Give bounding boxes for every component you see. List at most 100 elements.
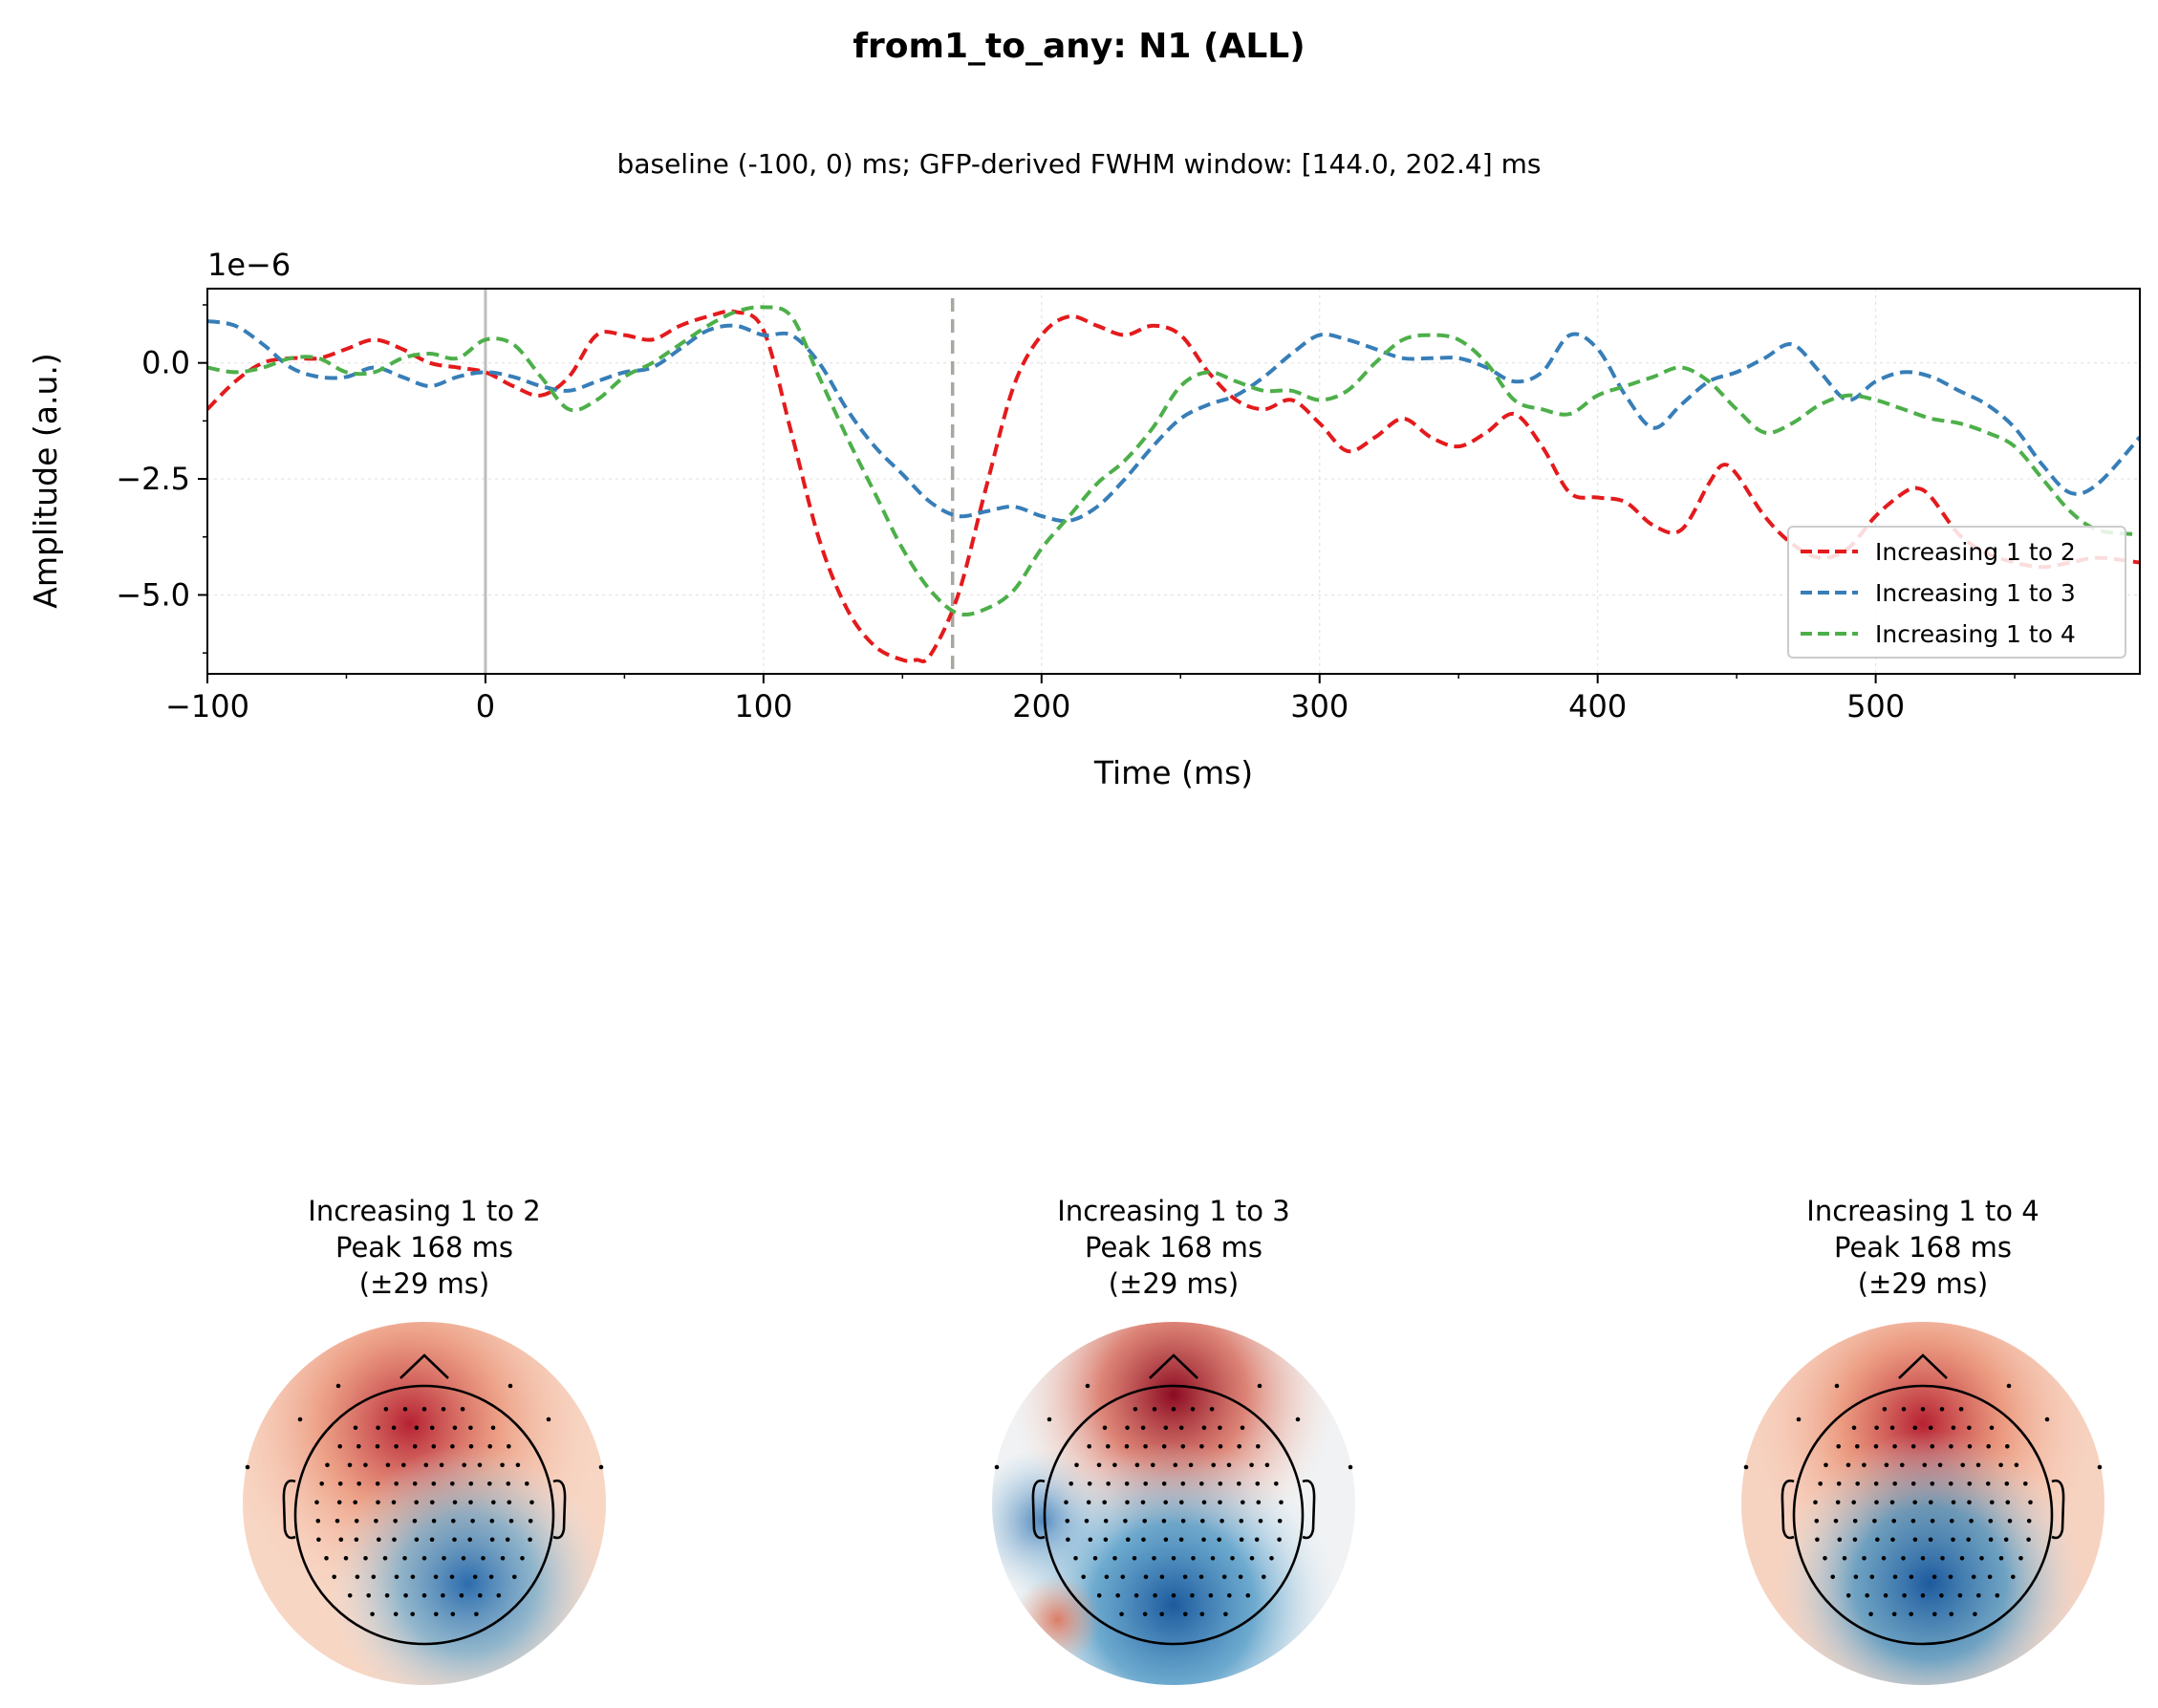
topomap-increasing-1-to-2: Increasing 1 to 2 Peak 168 ms (±29 ms) [243, 1195, 606, 1685]
sensor-dot [1855, 1481, 1860, 1486]
sensor-dot [1143, 1481, 1148, 1486]
sensor-dot [1171, 1593, 1176, 1598]
sensor-dot [1743, 1464, 1749, 1470]
topomap-1-title-line-1: Increasing 1 to 2 [308, 1195, 540, 1227]
sensor-dot [2011, 1574, 2016, 1580]
sensor-dot [1910, 1519, 1916, 1524]
sensor-dot [376, 1425, 380, 1431]
sensor-dot [1125, 1500, 1130, 1505]
legend: Increasing 1 to 2 Increasing 1 to 3 Incr… [1787, 526, 2126, 659]
x-tick-label-5: 400 [1568, 688, 1627, 724]
sensor-dot [1161, 1481, 1167, 1486]
sensor-dot [2006, 1383, 2012, 1389]
sensor-dot [1824, 1462, 1828, 1468]
sensor-dot [402, 1407, 408, 1412]
sensor-dot [1068, 1481, 1073, 1486]
sensor-dot [1103, 1537, 1109, 1543]
legend-label-series-1: Increasing 1 to 2 [1875, 538, 2076, 566]
topomap-2-title-line-1: Increasing 1 to 3 [1057, 1195, 1289, 1227]
sensor-dot [382, 1556, 388, 1561]
sensor-dot [384, 1593, 390, 1598]
sensor-dot [1163, 1425, 1169, 1431]
sensor-dot [2018, 1556, 2023, 1561]
sensor-dot [467, 1537, 473, 1543]
sensor-dot [468, 1481, 474, 1486]
sensor-dot [529, 1500, 534, 1505]
sensor-dot [1998, 1462, 2003, 1468]
sensor-dot [1909, 1611, 1913, 1617]
sensor-dot [1951, 1537, 1955, 1543]
sensor-dot [1873, 1444, 1879, 1449]
sensor-dot [2003, 1537, 2009, 1543]
sensor-dot [1892, 1574, 1898, 1580]
sensor-dot [2014, 1462, 2019, 1468]
sensor-dot [1910, 1444, 1916, 1449]
sensor-dot [1124, 1444, 1130, 1449]
sensor-dot [343, 1556, 349, 1561]
sensor-dot [245, 1464, 250, 1470]
figure-subtitle: baseline (-100, 0) ms; GFP-derived FWHM … [617, 148, 1542, 180]
sensor-dot [1143, 1444, 1148, 1449]
sensor-dot [1873, 1481, 1879, 1486]
sensor-dot [1845, 1462, 1851, 1468]
sensor-dot [1883, 1593, 1888, 1598]
sensor-dot [383, 1407, 389, 1412]
topomap-1-sensors [245, 1383, 604, 1617]
sensor-dot [393, 1611, 399, 1617]
sensor-dot [452, 1537, 457, 1543]
sensor-dot [1142, 1519, 1147, 1524]
sensor-dot [1277, 1519, 1283, 1524]
sensor-dot [1967, 1444, 1973, 1449]
sensor-dot [1815, 1537, 1820, 1543]
sensor-dot [403, 1593, 408, 1598]
sensor-dot [1851, 1425, 1857, 1431]
sensor-dot [1881, 1556, 1887, 1561]
sensor-dot [1837, 1537, 1843, 1543]
sensor-dot [1967, 1481, 1973, 1486]
sensor-dot [1087, 1481, 1092, 1486]
sensor-dot [1171, 1407, 1176, 1412]
sensor-dot [1865, 1593, 1869, 1598]
sensor-dot [1855, 1444, 1860, 1449]
sensor-dot [421, 1556, 427, 1561]
topomap-3-title-line-1: Increasing 1 to 4 [1806, 1195, 2039, 1227]
sensor-dot [1835, 1500, 1841, 1505]
sensor-dot [1912, 1425, 1918, 1431]
sensor-dot [402, 1556, 407, 1561]
sensor-dot [1948, 1574, 1953, 1580]
sensor-dot [1949, 1444, 1953, 1449]
sensor-dot [449, 1574, 455, 1580]
sensor-dot [1262, 1574, 1266, 1580]
sensor-dot [421, 1593, 427, 1598]
sensor-dot [1218, 1481, 1223, 1486]
sensor-dot [1813, 1500, 1818, 1505]
sensor-dot [347, 1462, 353, 1468]
sensor-dot [374, 1519, 378, 1524]
sensor-dot [1066, 1537, 1070, 1543]
sensor-dot [1199, 1611, 1205, 1617]
sensor-dot [1190, 1593, 1195, 1598]
sensor-dot [1208, 1593, 1214, 1598]
sensor-dot [1967, 1500, 1972, 1505]
topomap-3-negative-region [1741, 1322, 2104, 1685]
sensor-dot [391, 1500, 397, 1505]
sensor-dot [1112, 1556, 1117, 1561]
sensor-dot [1201, 1537, 1206, 1543]
sensor-dot [1223, 1611, 1228, 1617]
sensor-dot [1988, 1519, 1994, 1524]
sensor-dot [1951, 1425, 1956, 1431]
sensor-dot [1249, 1462, 1254, 1468]
sensor-dot [1065, 1519, 1070, 1524]
topomap-1-negative-region [243, 1322, 606, 1685]
y-tick-label-0: 0.0 [141, 345, 190, 381]
sensor-dot [334, 1519, 340, 1524]
sensor-dot [1086, 1500, 1091, 1505]
sensor-dot [1161, 1519, 1167, 1524]
sensor-dot [1986, 1481, 1991, 1486]
sensor-dot [488, 1574, 494, 1580]
sensor-dot [1949, 1611, 1954, 1617]
sensor-dot [1348, 1464, 1353, 1470]
sensor-dot [370, 1611, 375, 1617]
sensor-dot [1103, 1519, 1109, 1524]
